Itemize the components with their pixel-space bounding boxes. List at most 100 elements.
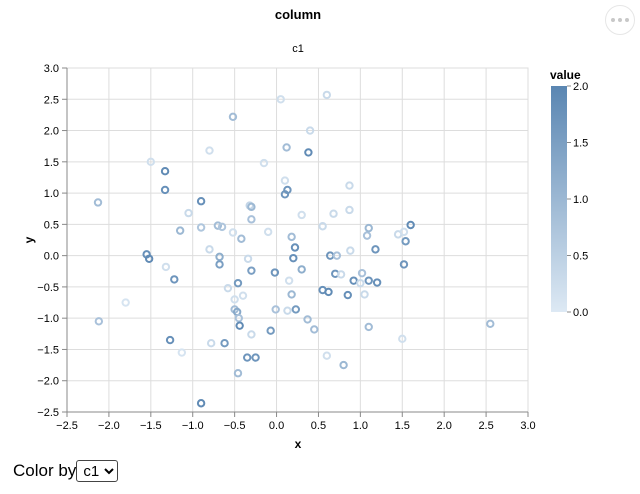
data-point	[304, 148, 313, 157]
legend-tick-label: 1.0	[573, 194, 588, 206]
y-tick-label: −1.5	[37, 344, 59, 356]
data-point	[170, 275, 179, 284]
color-by-control: Color by c1	[13, 460, 119, 482]
chart-title: column	[275, 7, 321, 22]
data-point	[322, 90, 332, 100]
data-point	[399, 227, 409, 237]
y-tick-label: 1.0	[44, 188, 59, 200]
data-point	[364, 322, 373, 332]
data-point	[234, 313, 244, 323]
color-by-select[interactable]: c1	[76, 460, 119, 482]
data-point	[247, 215, 256, 224]
y-tick-label: −2.5	[37, 407, 59, 419]
y-tick-label: −1.0	[37, 313, 59, 325]
x-tick-label: −1.0	[182, 420, 204, 432]
data-point	[401, 237, 410, 246]
legend-tick-label: 0.0	[573, 307, 588, 319]
data-point	[345, 181, 354, 190]
data-point	[251, 353, 260, 362]
y-tick-label: 1.5	[44, 157, 59, 169]
y-tick-label: −2.0	[37, 376, 59, 388]
data-point	[213, 221, 223, 230]
data-point	[336, 270, 346, 279]
x-tick-label: −2.0	[98, 420, 120, 432]
data-point	[282, 143, 291, 152]
data-point	[177, 348, 187, 357]
data-point	[94, 317, 104, 326]
data-point	[329, 209, 338, 218]
x-tick-label: 1.0	[353, 420, 368, 432]
data-point	[289, 253, 298, 263]
data-point	[284, 276, 294, 285]
data-point	[160, 167, 170, 176]
data-point	[247, 202, 256, 212]
color-by-label: Color by	[13, 461, 77, 480]
data-point	[364, 276, 373, 285]
data-point	[93, 198, 103, 207]
x-tick-label: 1.5	[395, 420, 410, 432]
x-tick-label: 2.5	[478, 420, 493, 432]
x-tick-label: −1.5	[140, 420, 162, 432]
y-tick-label: 2.5	[44, 94, 59, 106]
data-point	[406, 220, 415, 230]
legend-tick-label: 1.5	[573, 138, 588, 150]
data-point	[196, 197, 206, 206]
data-point	[259, 158, 269, 168]
data-point	[266, 326, 275, 335]
data-point	[235, 321, 244, 330]
y-tick-label: 0.5	[44, 219, 59, 231]
data-point	[220, 339, 229, 348]
data-point	[372, 278, 382, 287]
legend-gradient-bar	[551, 86, 567, 312]
data-point	[223, 283, 233, 293]
y-axis-label: y	[22, 236, 36, 243]
data-point	[237, 234, 246, 243]
data-point	[271, 305, 280, 314]
x-axis-label: x	[295, 437, 302, 451]
data-point	[305, 126, 315, 135]
x-tick-label: 2.0	[437, 420, 452, 432]
y-tick-label: −0.5	[37, 282, 59, 294]
legend-tick-label: 0.5	[573, 251, 588, 263]
facet-header: c1	[292, 43, 304, 55]
data-points	[93, 90, 495, 408]
data-point	[228, 228, 238, 237]
ellipsis-icon[interactable]	[605, 5, 635, 35]
legend-title: value	[550, 68, 581, 82]
axes: −2.5 −2.0 −1.5 −1.0 −0.5 0.0 0.5 1.0 1.5 2.0 2.5 3.…	[37, 63, 535, 432]
data-point	[343, 290, 352, 300]
data-point	[205, 245, 214, 254]
data-point	[345, 205, 354, 215]
data-point	[161, 262, 171, 272]
data-point	[121, 298, 130, 307]
x-tick-label: −0.5	[224, 420, 246, 432]
data-point	[263, 227, 273, 237]
data-point	[217, 222, 227, 232]
y-tick-label: 3.0	[44, 63, 59, 75]
plot-frame	[66, 67, 529, 413]
data-point	[357, 268, 367, 278]
data-point	[144, 254, 154, 263]
scatter-chart: column c1 −2.5 −2.0 −1.5 −1.0 −0.5 0.0 0.5 1.0 1…	[22, 7, 588, 451]
y-tick-label: 2.0	[44, 126, 59, 138]
data-point	[360, 290, 369, 299]
data-point	[371, 245, 380, 254]
data-point	[160, 185, 170, 195]
data-point	[310, 325, 319, 334]
x-tick-label: −2.5	[56, 420, 78, 432]
data-point	[175, 226, 185, 235]
data-point	[205, 146, 214, 155]
data-point	[230, 295, 239, 304]
y-tick-label: 0.0	[44, 251, 59, 263]
data-point	[324, 287, 333, 297]
data-point	[398, 334, 407, 344]
data-point	[283, 185, 292, 195]
data-point	[276, 95, 285, 104]
data-point	[228, 112, 238, 121]
data-point	[238, 291, 248, 300]
data-point	[215, 260, 224, 269]
data-point	[233, 369, 243, 378]
grid-lines	[66, 67, 529, 413]
data-point	[287, 232, 296, 242]
data-point	[247, 330, 256, 339]
